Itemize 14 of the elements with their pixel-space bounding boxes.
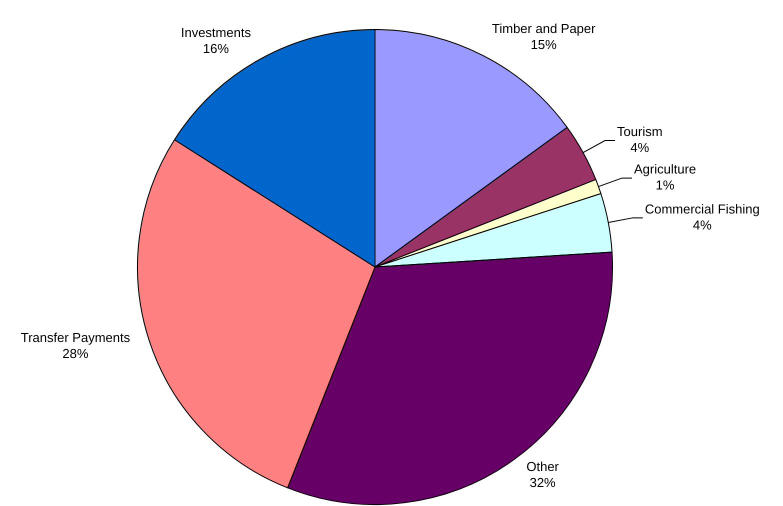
slice-label: Timber and Paper [492, 21, 596, 36]
slice-label: Other [526, 458, 560, 474]
data-label: 16% [202, 40, 230, 56]
data-label: 32% [530, 474, 556, 490]
slice-label: Agriculture [634, 162, 696, 177]
data-label: 15% [530, 37, 558, 52]
slice-label: Transfer Payments [20, 330, 131, 346]
data-label: 1% [656, 178, 675, 193]
slice-label: Tourism [617, 124, 663, 140]
slice-label: Investments [180, 24, 252, 40]
data-label: 4% [630, 140, 650, 156]
slice-label: Commercial Fishing [644, 201, 760, 216]
data-label: 28% [62, 346, 89, 362]
data-label: 4% [692, 217, 712, 232]
